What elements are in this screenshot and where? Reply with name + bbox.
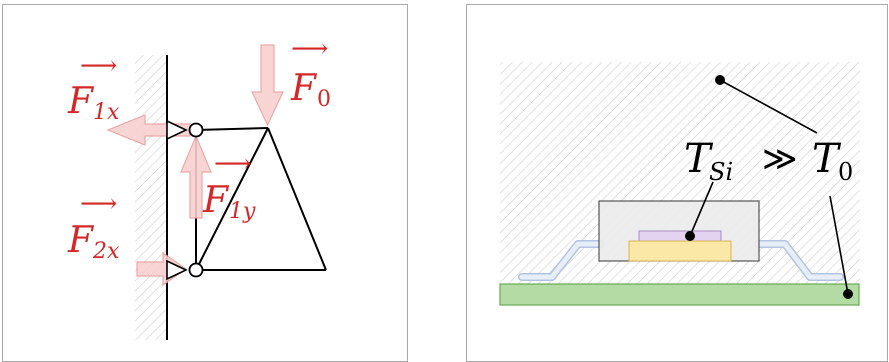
f1x-label-letter: F xyxy=(67,81,95,122)
left-panel: ⟶ F 0 F ⟶ F 1x ⟶ F 1y ⟶ F 2x xyxy=(2,4,408,362)
f0-label-sub: 0 xyxy=(317,87,331,112)
f2x-arrow-mark: ⟶ xyxy=(80,189,117,219)
board-marker xyxy=(843,289,853,299)
force-arrows xyxy=(106,44,284,287)
right-panel: T Si ≫ T 0 xyxy=(466,4,888,362)
f2x-label-letter: F xyxy=(67,220,95,261)
f0-arrow xyxy=(251,44,284,127)
silicon-chip xyxy=(638,230,722,243)
t-si-sub: Si xyxy=(709,158,733,186)
f0-vector-arrow: ⟶ xyxy=(291,34,328,64)
f1x-arrow-mark: ⟶ xyxy=(80,51,117,81)
t-0-letter: T xyxy=(812,136,842,182)
t-0-sub: 0 xyxy=(838,158,853,186)
f0-label-letter: F xyxy=(290,68,318,109)
lower-support-triangle xyxy=(166,259,188,281)
ambient-marker xyxy=(715,75,725,85)
f1y-arrow-mark: ⟶ xyxy=(214,149,251,179)
f1y-label-sub: 1y xyxy=(229,199,256,224)
relation-symbol: ≫ xyxy=(762,139,798,179)
die-pad xyxy=(628,240,732,262)
lower-joint xyxy=(188,262,204,278)
truss-structure xyxy=(195,127,327,271)
f2x-arrow xyxy=(136,251,188,287)
chip-marker xyxy=(685,231,695,241)
pcb-board xyxy=(499,283,860,306)
f1y-label-letter: F xyxy=(202,180,230,221)
f1x-arrow xyxy=(106,114,191,146)
left-panel-frame xyxy=(2,4,408,362)
upper-joint xyxy=(188,122,204,138)
t-si-letter: T xyxy=(684,136,714,182)
f1x-label-sub: 1x xyxy=(93,100,120,125)
leader-lines xyxy=(689,79,849,295)
f1y-arrow xyxy=(180,134,212,219)
package-leads xyxy=(518,240,844,281)
upper-support-triangle xyxy=(166,119,188,141)
wall-hatch xyxy=(135,55,167,340)
f2x-label-sub: 2x xyxy=(92,239,120,264)
